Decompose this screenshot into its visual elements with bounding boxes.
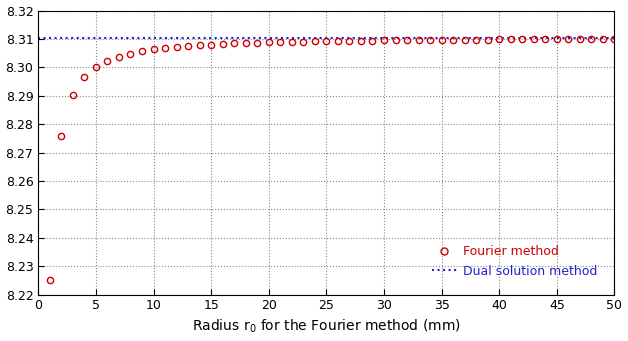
Legend: Fourier method, Dual solution method: Fourier method, Dual solution method bbox=[427, 240, 602, 283]
X-axis label: Radius r$_0$ for the Fourier method (mm): Radius r$_0$ for the Fourier method (mm) bbox=[192, 318, 461, 336]
